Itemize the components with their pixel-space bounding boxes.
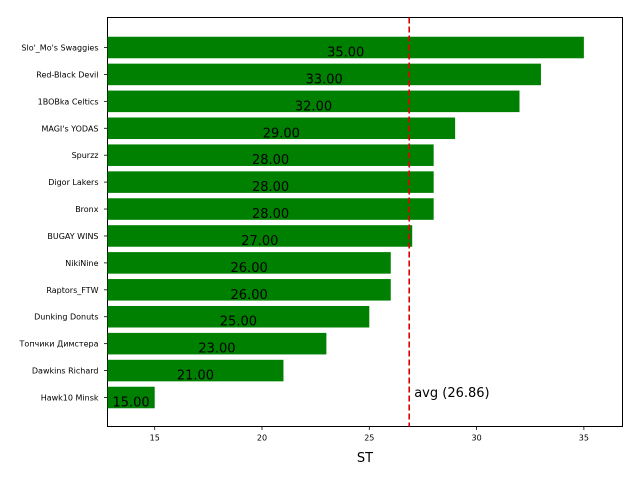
category-label: BUGAY WINS <box>47 232 98 241</box>
bars-group <box>107 36 584 409</box>
category-label: Digor Lakers <box>48 178 98 187</box>
bar <box>107 359 284 382</box>
category-label: 1BOBka Celtics <box>38 97 99 106</box>
bar <box>107 386 155 409</box>
x-axis-title: ST <box>357 451 373 466</box>
data-label: 25.00 <box>220 315 257 330</box>
x-ticks-group: 15 20 25 30 35 <box>150 426 589 443</box>
bar <box>107 63 541 86</box>
data-label: 33.00 <box>306 72 343 87</box>
plot-area <box>107 17 623 427</box>
category-label: Hawk10 Minsk <box>41 394 99 403</box>
data-labels-group: 35.00 33.00 32.00 29.00 28.00 28.00 28.00 27.00… <box>112 46 364 411</box>
x-tick-label: 35 <box>579 434 589 443</box>
category-label: MAGI's YODAS <box>41 124 98 133</box>
bar <box>107 90 520 113</box>
data-label: 28.00 <box>252 207 289 222</box>
x-tick-label: 30 <box>471 434 481 443</box>
category-label: NikiNine <box>65 259 98 268</box>
bar <box>107 198 434 220</box>
category-label: Spurzz <box>72 151 99 160</box>
bar <box>107 117 456 140</box>
bar <box>107 36 584 59</box>
bar <box>107 279 391 301</box>
data-label: 21.00 <box>177 369 214 384</box>
bar <box>107 225 413 247</box>
category-label: Red-Black Devil <box>36 70 98 79</box>
bar <box>107 144 434 166</box>
data-label: 26.00 <box>231 261 268 276</box>
bar <box>107 171 434 193</box>
x-tick-label: 15 <box>150 434 160 443</box>
x-tick-label: 25 <box>364 434 374 443</box>
category-label: Slo'_Mo's Swaggies <box>21 44 98 53</box>
data-label: 15.00 <box>112 396 149 411</box>
average-label: avg (26.86) <box>414 386 489 401</box>
category-label: Dunking Donuts <box>34 313 98 322</box>
category-labels-group: Slo'_Mo's Swaggies Red-Black Devil 1BOBka … <box>19 44 108 403</box>
data-label: 28.00 <box>252 180 289 195</box>
data-label: 23.00 <box>198 342 235 357</box>
category-label: Топчики Димстера <box>19 340 99 349</box>
data-label: 27.00 <box>241 234 278 249</box>
category-label: Dawkins Richard <box>32 367 99 376</box>
bar <box>107 305 370 328</box>
data-label: 35.00 <box>327 46 364 61</box>
bar <box>107 252 391 274</box>
data-label: 28.00 <box>252 153 289 168</box>
category-label: Bronx <box>75 205 99 214</box>
data-label: 29.00 <box>263 126 300 141</box>
x-tick-label: 20 <box>257 434 267 443</box>
category-label: Raptors_FTW <box>46 286 98 295</box>
data-label: 26.00 <box>231 288 268 303</box>
bar <box>107 332 327 355</box>
data-label: 32.00 <box>295 99 332 114</box>
